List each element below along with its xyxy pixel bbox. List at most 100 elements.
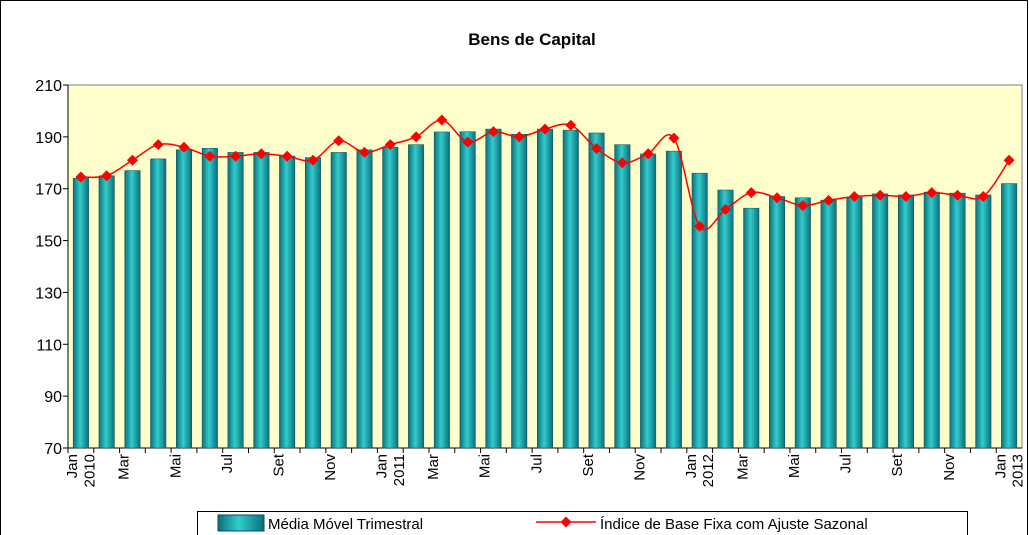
legend-marker — [560, 516, 572, 528]
line-marker — [668, 132, 680, 144]
legend-box — [197, 511, 968, 535]
x-tick-label: Mar — [735, 454, 752, 480]
bar — [769, 196, 786, 449]
line-marker — [462, 136, 474, 148]
line-marker — [848, 190, 860, 202]
bar — [459, 131, 476, 449]
bar — [511, 134, 528, 449]
x-tick-label: Jan2010 — [64, 454, 98, 487]
bar — [665, 150, 682, 449]
y-tick-label: 70 — [44, 441, 62, 458]
legend-label: Média Móvel Trimestral — [268, 516, 423, 533]
bar — [227, 152, 244, 449]
line-marker — [255, 148, 267, 160]
bar — [279, 155, 296, 449]
line-marker — [101, 170, 113, 182]
bar — [562, 129, 579, 449]
x-tick-label: Set — [889, 453, 906, 476]
line-marker — [1003, 154, 1015, 166]
line-marker — [410, 131, 422, 143]
line-marker — [204, 150, 216, 162]
bar — [846, 196, 863, 449]
line-marker — [926, 187, 938, 199]
bar — [640, 153, 657, 449]
bar — [691, 172, 708, 449]
bar — [98, 175, 115, 449]
bar — [433, 131, 450, 449]
bar — [588, 132, 605, 449]
bar — [949, 192, 966, 449]
bar — [872, 193, 889, 449]
line-marker — [513, 131, 525, 143]
x-tick-label: Jan2011 — [374, 454, 408, 486]
line-marker — [823, 194, 835, 206]
bar — [485, 128, 502, 449]
bar — [176, 149, 193, 449]
line-marker — [694, 220, 706, 232]
y-tick-label: 130 — [35, 285, 62, 302]
y-tick-label: 90 — [44, 389, 62, 406]
x-tick-label: Nov — [941, 454, 958, 481]
bar — [820, 199, 837, 449]
x-tick-label: Jul — [838, 454, 855, 473]
line-marker — [281, 150, 293, 162]
bar — [408, 144, 425, 449]
bar — [330, 152, 347, 449]
line-marker — [874, 189, 886, 201]
bar — [717, 189, 734, 449]
x-tick-label: Mai — [477, 454, 494, 478]
y-tick-label: 150 — [35, 234, 62, 251]
bar — [304, 157, 321, 449]
legend-swatch — [217, 514, 265, 532]
line-marker — [384, 139, 396, 151]
legend-label: Índice de Base Fixa com Ajuste Sazonal — [600, 516, 868, 533]
bar — [794, 197, 811, 449]
x-tick-label: Set — [580, 453, 597, 476]
line-marker — [152, 139, 164, 151]
bar — [897, 194, 914, 449]
bar — [253, 152, 270, 449]
bar — [743, 207, 760, 449]
line-marker — [591, 143, 603, 155]
line-marker — [616, 157, 628, 169]
bar — [975, 194, 992, 449]
x-tick-label: Mar — [116, 454, 133, 480]
line-marker — [900, 190, 912, 202]
bar — [201, 148, 218, 449]
bar — [923, 191, 940, 449]
line-marker — [952, 189, 964, 201]
line-marker — [719, 203, 731, 215]
bar — [150, 158, 167, 449]
x-tick-label: Jul — [219, 454, 236, 473]
line-marker — [333, 135, 345, 147]
bar — [537, 128, 553, 449]
bar — [72, 178, 89, 449]
line-marker — [307, 154, 319, 166]
line-marker — [797, 200, 809, 212]
line-marker — [539, 123, 551, 135]
line-marker — [745, 187, 757, 199]
bar — [614, 144, 631, 449]
x-tick-label: Nov — [631, 454, 648, 481]
bar — [356, 149, 373, 449]
y-tick-label: 190 — [35, 130, 62, 147]
line-marker — [75, 171, 87, 183]
y-tick-label: 170 — [35, 182, 62, 199]
x-tick-label: Mar — [425, 454, 442, 480]
x-tick-label: Jan2013 — [992, 454, 1026, 487]
x-tick-label: Nov — [322, 454, 339, 481]
x-tick-label: Jul — [528, 454, 545, 473]
line-marker — [436, 114, 448, 126]
y-tick-label: 210 — [35, 78, 62, 95]
x-tick-label: Jan2012 — [683, 454, 717, 487]
line-marker — [487, 126, 499, 138]
y-tick-label: 110 — [36, 337, 62, 354]
line-marker — [178, 141, 190, 153]
bar — [1001, 183, 1018, 449]
chart-title: Bens de Capital — [468, 30, 596, 49]
line-marker — [230, 150, 242, 162]
bar — [382, 146, 399, 449]
bar — [124, 170, 141, 449]
line-marker — [359, 146, 371, 158]
